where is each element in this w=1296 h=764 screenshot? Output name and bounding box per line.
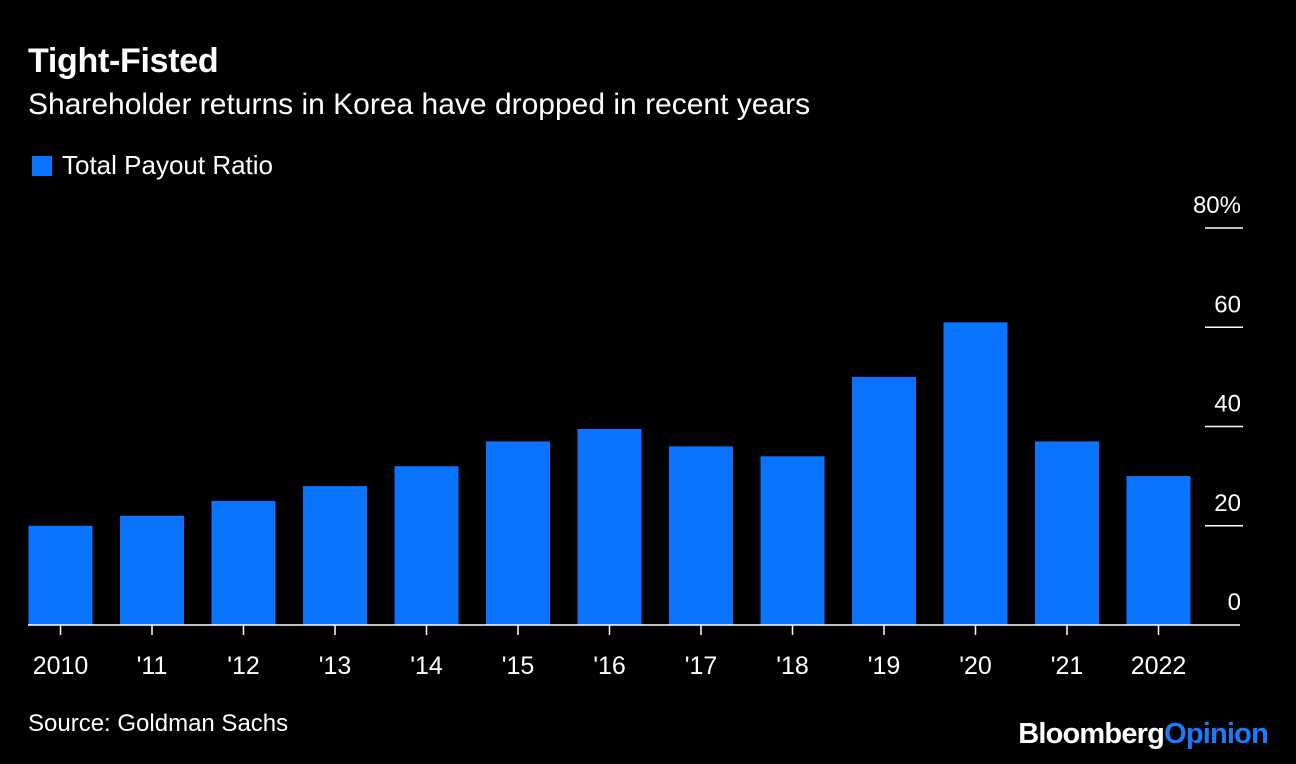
x-tick-label-7: '17 <box>685 652 718 680</box>
brand-logo: BloombergOpinion <box>1018 718 1269 751</box>
chart-subtitle: Shareholder returns in Korea have droppe… <box>28 88 811 121</box>
y-tick-label-0: 0 <box>1228 589 1241 616</box>
bar-3 <box>303 486 367 625</box>
bar-8 <box>760 456 825 625</box>
x-tick-label-12: 2022 <box>1131 652 1187 680</box>
bar-11 <box>1035 441 1099 625</box>
bar-7 <box>669 446 733 625</box>
x-tick-label-8: '18 <box>776 652 809 680</box>
bar-12 <box>1126 476 1191 625</box>
x-tick-label-2: '12 <box>227 652 260 680</box>
y-tick-label-3: 60 <box>1214 291 1241 318</box>
brand-suffix: Opinion <box>1164 718 1269 750</box>
legend-label: Total Payout Ratio <box>62 150 274 180</box>
y-axis: 0 20 40 60 80% <box>1193 192 1243 616</box>
x-tick-label-3: '13 <box>319 652 352 680</box>
bars-group <box>28 322 1191 626</box>
bar-9 <box>852 376 916 625</box>
bar-4 <box>394 466 459 625</box>
x-tick-label-9: '19 <box>868 652 901 680</box>
bar-10 <box>943 322 1008 625</box>
x-tick-label-6: '16 <box>593 652 626 680</box>
x-tick-label-5: '15 <box>502 652 535 680</box>
bar-5 <box>486 441 550 625</box>
bar-0 <box>28 525 93 626</box>
x-tick-label-0: 2010 <box>33 652 89 680</box>
x-tick-label-4: '14 <box>410 652 443 680</box>
x-axis: 2010 '11 '12 '13 '14 '15 '16 '17 '18 '19 '20 '21 202… <box>28 624 1240 680</box>
legend-swatch <box>32 155 52 176</box>
brand-name: Bloomberg <box>1018 718 1165 750</box>
bar-2 <box>211 500 276 625</box>
y-tick-label-2: 40 <box>1214 391 1241 418</box>
bar-6 <box>577 429 642 625</box>
bar-1 <box>120 515 184 625</box>
x-tick-label-10: '20 <box>959 652 992 680</box>
source-note: Source: Goldman Sachs <box>28 710 289 737</box>
y-tick-label-1: 20 <box>1214 490 1241 517</box>
y-tick-label-4: 80% <box>1193 192 1241 219</box>
x-tick-label-11: '21 <box>1051 652 1084 680</box>
chart-title: Tight-Fisted <box>28 42 219 80</box>
x-tick-label-1: '11 <box>137 652 168 680</box>
legend: Total Payout Ratio <box>32 150 273 181</box>
